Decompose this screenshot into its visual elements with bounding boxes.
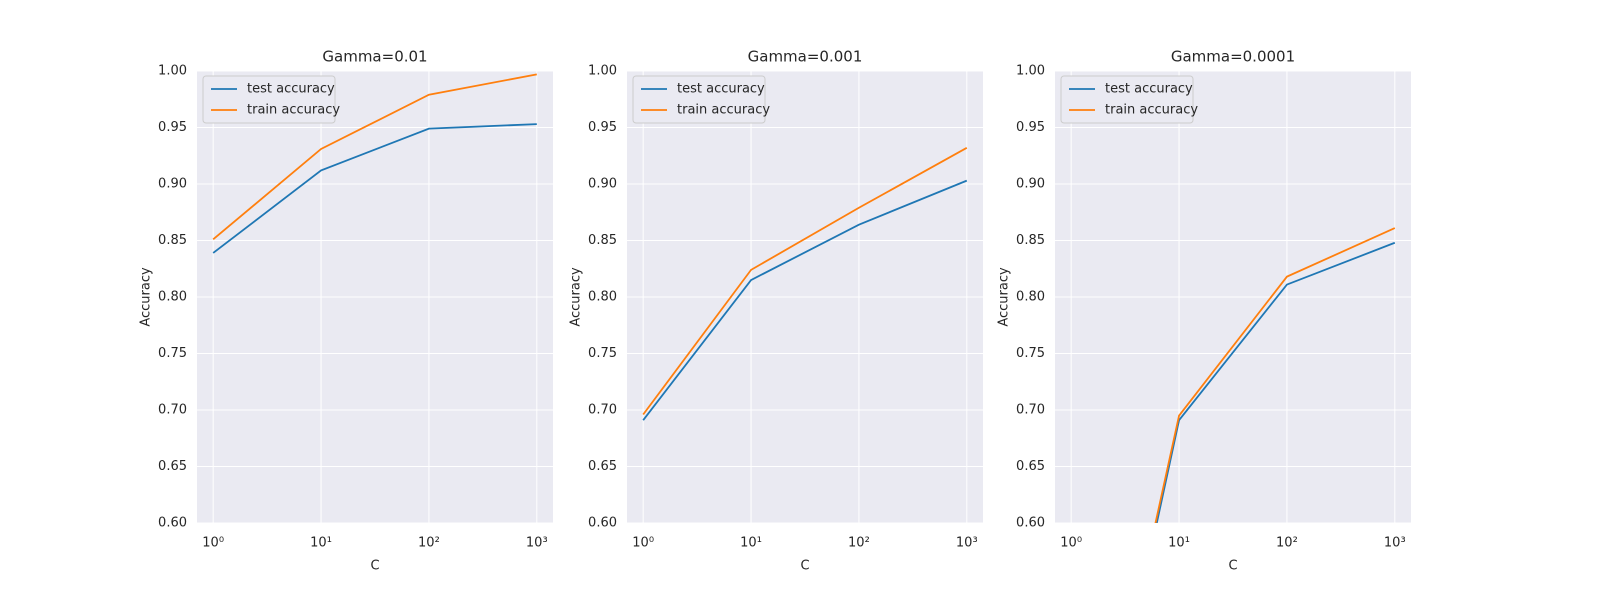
x-tick-label: 10³ (956, 536, 978, 551)
x-tick-label: 10⁰ (1060, 536, 1082, 551)
x-tick-label: 10⁰ (632, 536, 654, 551)
y-tick-label: 0.80 (1016, 290, 1045, 305)
line (642, 179, 968, 421)
y-tick-label: 0.80 (158, 290, 187, 305)
y-tick-label: 0.85 (158, 233, 187, 248)
line (212, 123, 537, 254)
x-tick-label: 10¹ (310, 536, 332, 551)
y-tick-label: 1.00 (588, 64, 617, 79)
y-tick-label: 1.00 (1016, 64, 1045, 79)
y-tick-label: 0.95 (158, 120, 187, 135)
x-axis-label: C (800, 559, 809, 574)
chart-title: Gamma=0.01 (322, 48, 427, 66)
y-axis-label: Accuracy (569, 267, 584, 327)
y-tick-label: 0.95 (588, 120, 617, 135)
line (642, 147, 968, 416)
y-tick-label: 0.70 (1016, 403, 1045, 418)
y-tick-label: 0.60 (588, 516, 617, 531)
y-tick-label: 0.90 (588, 177, 617, 192)
x-tick-label: 10⁰ (202, 536, 224, 551)
y-tick-label: 0.75 (1016, 346, 1045, 361)
y-tick-label: 0.75 (588, 346, 617, 361)
legend-box (1060, 75, 1194, 124)
x-tick-label: 10³ (1384, 536, 1406, 551)
line (1155, 241, 1396, 523)
y-tick-label: 0.65 (1016, 459, 1045, 474)
legend-label: test accuracy (1105, 82, 1193, 97)
x-tick-label: 10² (848, 536, 870, 551)
line (1154, 227, 1396, 523)
y-tick-label: 0.70 (158, 403, 187, 418)
line (212, 73, 537, 241)
x-axis-label: C (370, 559, 379, 574)
chart-title: Gamma=0.0001 (1171, 48, 1295, 66)
y-tick-label: 1.00 (158, 64, 187, 79)
legend-box (632, 75, 766, 124)
x-tick-label: 10² (418, 536, 440, 551)
x-tick-label: 10¹ (740, 536, 762, 551)
y-tick-label: 0.85 (588, 233, 617, 248)
legend-label: test accuracy (247, 82, 335, 97)
x-tick-label: 10¹ (1168, 536, 1190, 551)
x-tick-label: 10² (1276, 536, 1298, 551)
x-tick-label: 10³ (526, 536, 548, 551)
y-axis-label: Accuracy (997, 267, 1012, 327)
legend-label: train accuracy (677, 103, 770, 118)
y-tick-label: 0.80 (588, 290, 617, 305)
chart-title: Gamma=0.001 (748, 48, 863, 66)
legend-label: train accuracy (1105, 103, 1198, 118)
y-tick-label: 0.75 (158, 346, 187, 361)
y-tick-label: 0.85 (1016, 233, 1045, 248)
y-axis-label: Accuracy (139, 267, 154, 327)
legend-label: test accuracy (677, 82, 765, 97)
y-tick-label: 0.95 (1016, 120, 1045, 135)
legend-box (202, 75, 336, 124)
legend-label: train accuracy (247, 103, 340, 118)
y-tick-label: 0.70 (588, 403, 617, 418)
y-tick-label: 0.65 (588, 459, 617, 474)
y-tick-label: 0.60 (158, 516, 187, 531)
x-axis-label: C (1228, 559, 1237, 574)
y-tick-label: 0.60 (1016, 516, 1045, 531)
y-tick-label: 0.90 (1016, 177, 1045, 192)
y-tick-label: 0.65 (158, 459, 187, 474)
y-tick-label: 0.90 (158, 177, 187, 192)
